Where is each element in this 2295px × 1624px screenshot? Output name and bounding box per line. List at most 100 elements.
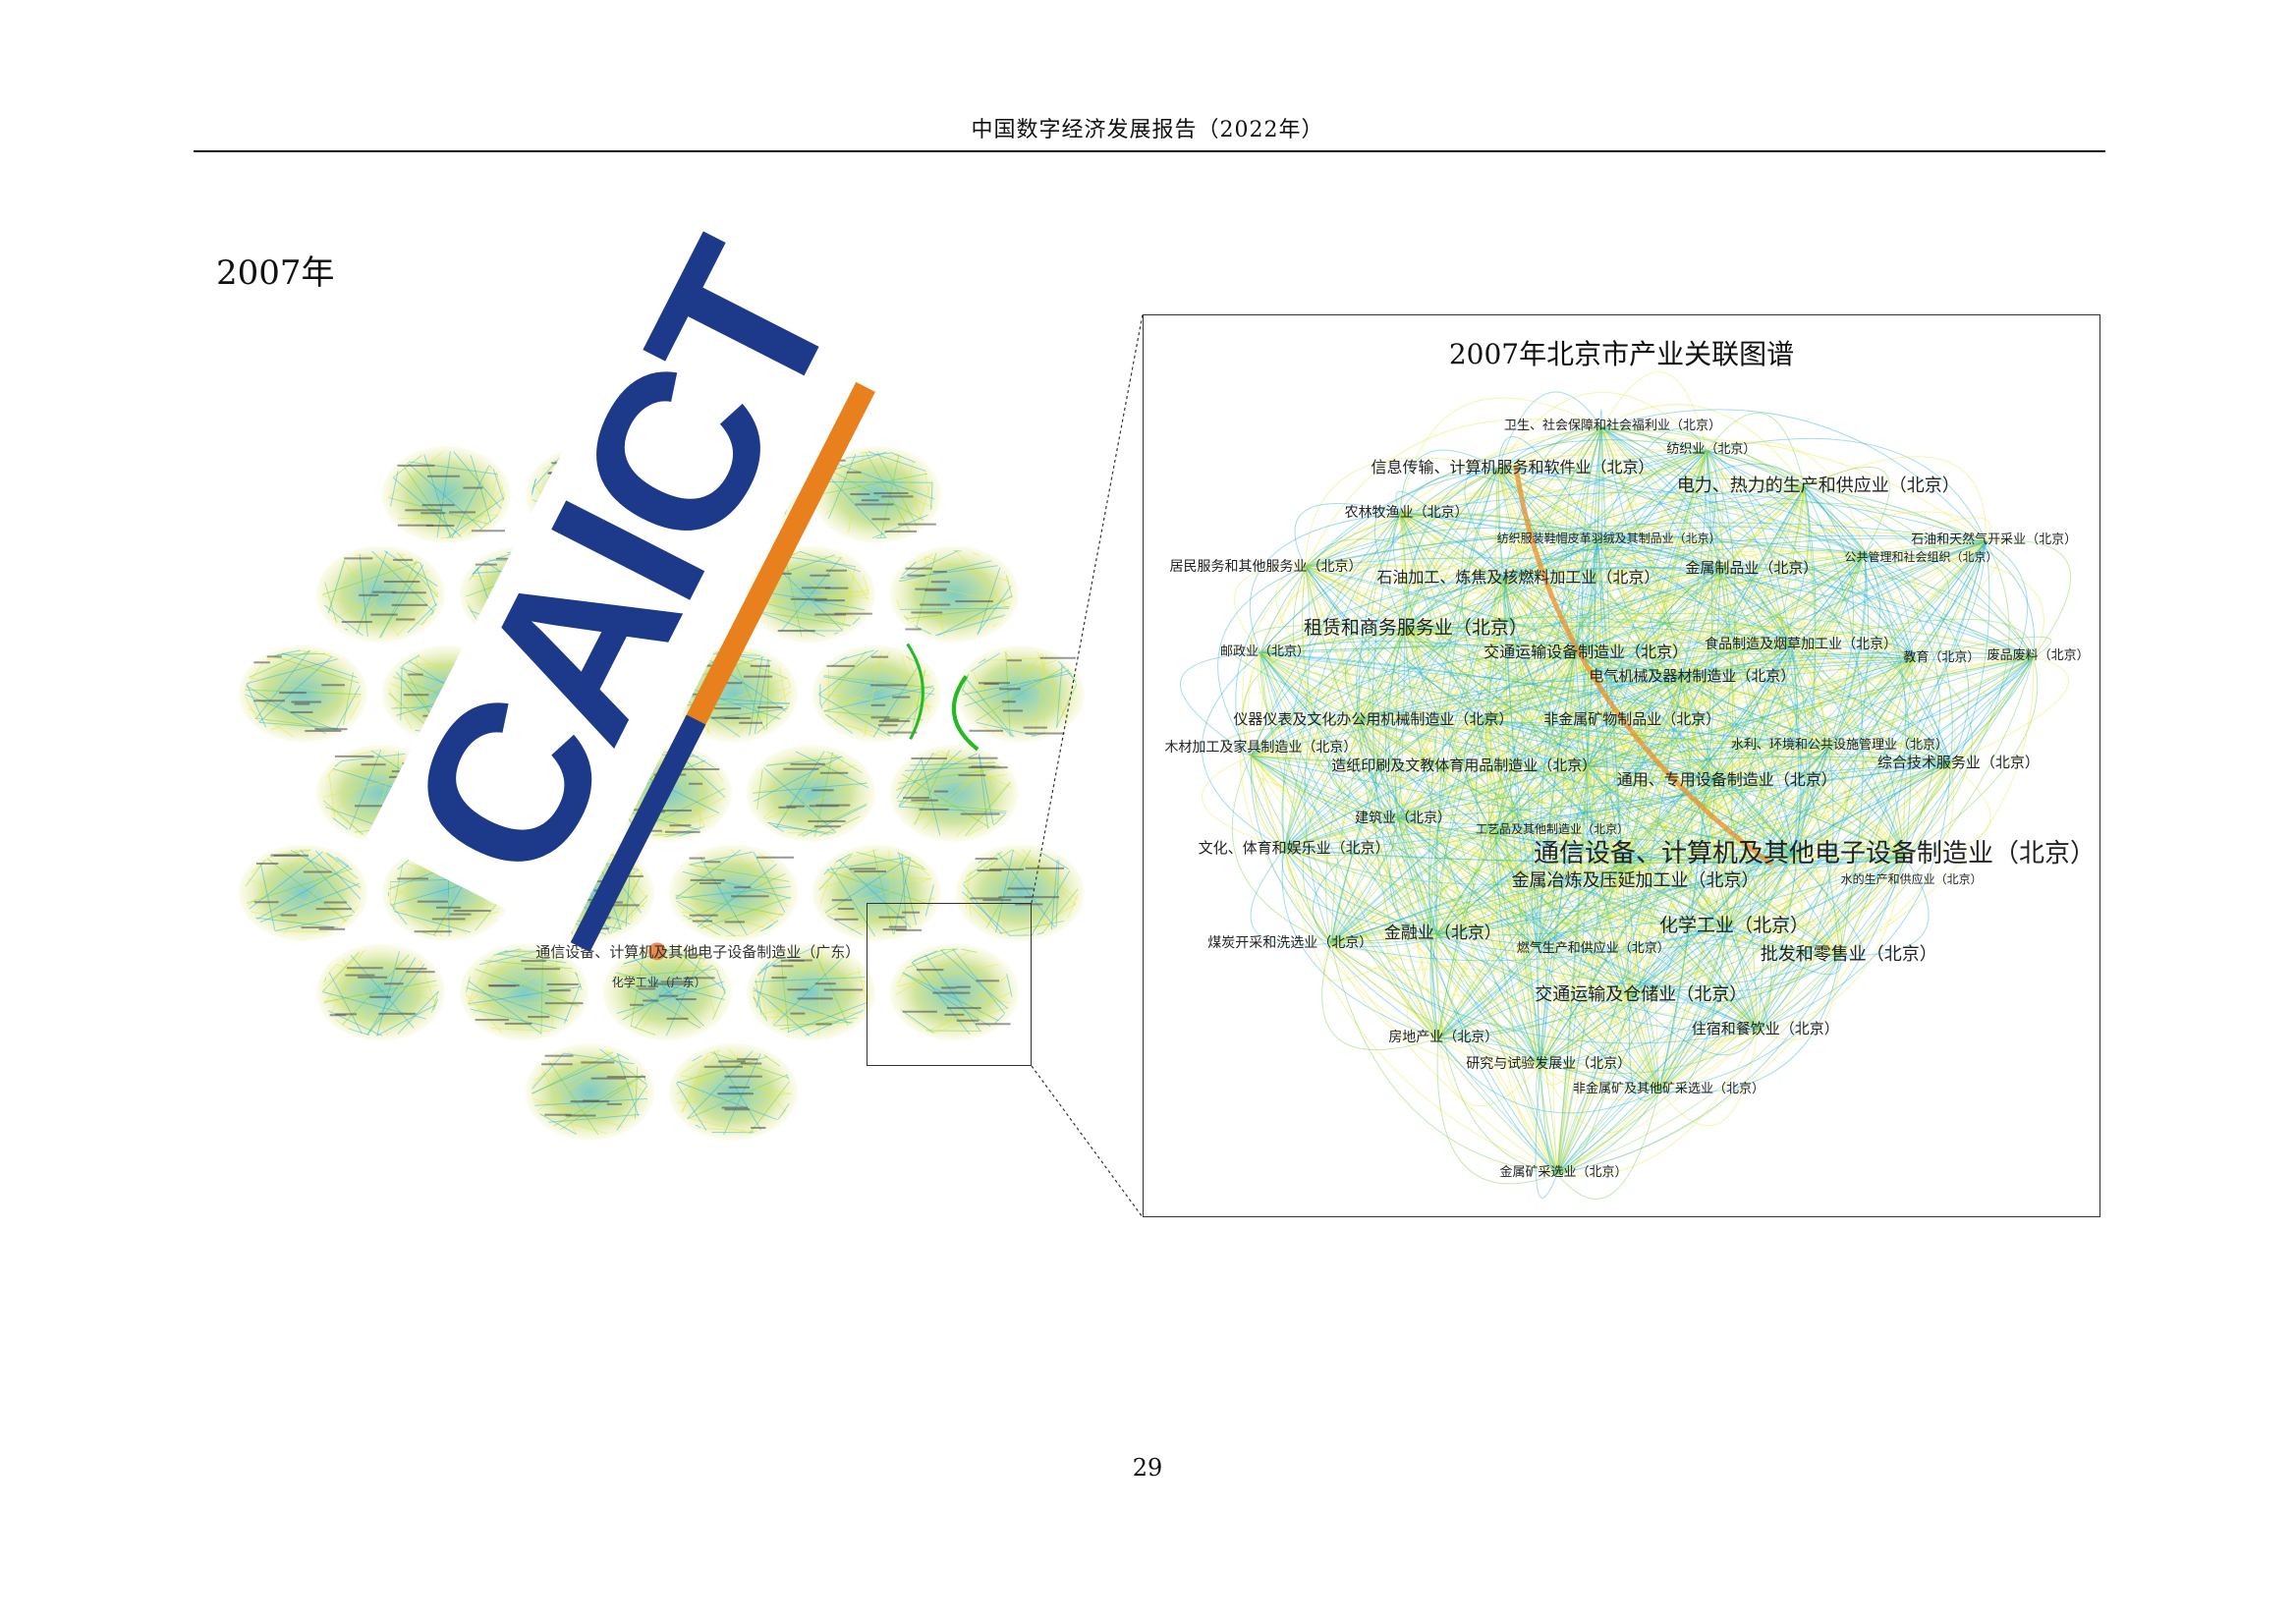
- page-number: 29: [1132, 1454, 1163, 1482]
- network-edge: [1400, 512, 1795, 856]
- network-edge: [1622, 762, 1951, 871]
- network-edge: [1681, 553, 1865, 678]
- network-edge: [1706, 450, 1799, 856]
- network-edge: [1284, 827, 1496, 850]
- network-edge: [1658, 926, 1727, 1093]
- network-edge: [1251, 719, 1486, 759]
- network-edge: [1707, 450, 2034, 658]
- network-edge: [1435, 426, 1602, 935]
- network-edge: [1495, 833, 1905, 866]
- network-edge: [1330, 925, 1727, 944]
- network-edge: [1503, 578, 1538, 946]
- network-edge: [1536, 746, 1829, 946]
- network-edge: [1556, 658, 1914, 1175]
- network-edge: [1359, 719, 1829, 748]
- network-edge: [1259, 652, 1951, 764]
- network-edge: [1305, 566, 1794, 857]
- network-edge: [1437, 855, 1795, 1039]
- network-edge: [1259, 568, 1721, 654]
- network-edge: [1476, 719, 1538, 946]
- network-edge: [1793, 554, 1867, 856]
- network-edge: [1251, 755, 1631, 997]
- network-edge: [1437, 1037, 1541, 1107]
- network-edge: [1556, 568, 1721, 1174]
- network-edge: [1630, 995, 1660, 1091]
- network-edge: [1330, 468, 1499, 944]
- network-edge: [1437, 644, 1792, 1039]
- network-edge: [1437, 658, 1914, 1039]
- network-edge: [1484, 719, 1631, 997]
- network-edge: [1404, 629, 1951, 764]
- network-edge: [1804, 466, 1890, 555]
- network-edge: [1294, 503, 1401, 568]
- network-edge: [1601, 426, 1707, 471]
- network-edge: [1484, 450, 1707, 720]
- network-edge: [1436, 644, 1792, 935]
- network-edge: [1630, 554, 1866, 997]
- network-edge: [1497, 429, 1805, 488]
- network-edge: [1497, 465, 1721, 570]
- network-edge: [1495, 746, 1829, 835]
- network-edge: [1575, 652, 1727, 927]
- network-edge: [1400, 512, 1865, 555]
- network-edge: [1630, 486, 1805, 997]
- network-edge: [1539, 857, 1905, 1066]
- network-edge: [1359, 644, 1792, 721]
- section-year-label: 2007年: [216, 253, 335, 293]
- network-edge: [1539, 656, 2034, 1066]
- network-edge: [1304, 512, 1401, 944]
- network-edge: [1536, 677, 1683, 946]
- network-edge: [1429, 719, 1486, 1038]
- network-edge: [1791, 644, 1856, 748]
- network-edge: [1601, 426, 2034, 658]
- network-edge: [1536, 945, 1659, 1092]
- network-edge: [1251, 553, 1865, 756]
- network-edge: [1497, 466, 1792, 645]
- network-edge: [1283, 578, 1505, 849]
- network-edge: [1556, 746, 1829, 1175]
- network-edge: [1497, 468, 1914, 659]
- node-label: 交通运输及仓储业（北京）: [1535, 984, 1748, 1006]
- network-edge: [1485, 719, 1905, 859]
- network-edge: [1305, 566, 1576, 653]
- network-edge: [1566, 539, 1598, 653]
- network-edge: [1793, 486, 1817, 856]
- network-edge: [1706, 450, 1736, 781]
- network-edge: [1283, 468, 1499, 849]
- network-edge: [1494, 833, 1660, 1092]
- network-edge: [1305, 566, 1399, 819]
- network-edge: [1569, 426, 1602, 767]
- network-edge: [1601, 426, 1792, 645]
- network-edge: [1275, 817, 1399, 852]
- network-edge: [1864, 553, 1970, 764]
- network-edge: [1630, 677, 1683, 997]
- network-edge: [1404, 629, 1914, 659]
- network-edge: [1437, 486, 1805, 1039]
- network-edge: [1397, 818, 1541, 1066]
- network-edge: [1436, 568, 1721, 935]
- node-label: 交通运输设备制造业（北京）: [1483, 642, 1689, 661]
- network-edge: [1839, 763, 1954, 956]
- network-edge: [1437, 486, 1805, 1039]
- network-edge: [1497, 468, 1905, 858]
- network-edge: [1949, 656, 2069, 764]
- network-edge: [1536, 658, 1914, 946]
- network-edge: [1400, 512, 1716, 781]
- network-edge: [1839, 656, 2035, 956]
- network-edge: [1556, 450, 1707, 1174]
- network-edge: [1630, 658, 1914, 997]
- network-edge: [1622, 869, 1759, 1031]
- network-edge: [1497, 468, 1590, 767]
- network-edge: [1622, 569, 1721, 871]
- network-edge: [1305, 566, 1794, 857]
- network-edge: [1399, 512, 1590, 767]
- network-edge: [1556, 427, 1603, 1174]
- network-edge: [1758, 857, 1905, 1031]
- network-edge: [1259, 652, 1631, 997]
- node-label: 信息传输、计算机服务和软件业（北京）: [1371, 458, 1654, 477]
- network-edge: [1588, 766, 1623, 871]
- network-edge: [1565, 426, 1602, 653]
- network-edge: [1484, 676, 1682, 720]
- network-edge: [1503, 526, 1865, 579]
- network-edge: [1397, 644, 1792, 819]
